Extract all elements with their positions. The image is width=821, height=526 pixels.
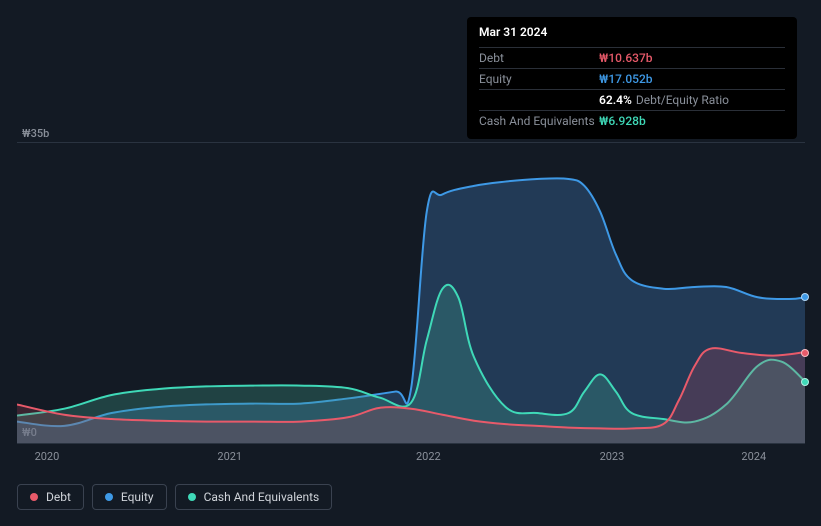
- tooltip-row-value: ₩10.637b: [599, 51, 653, 65]
- tooltip-ratio-pct: 62.4%: [599, 93, 632, 107]
- legend-label: Cash And Equivalents: [204, 490, 320, 504]
- chart-tooltip: Mar 31 2024 Debt₩10.637bEquity₩17.052b62…: [467, 17, 797, 139]
- chart-svg: [17, 143, 805, 443]
- chart-area: [17, 142, 805, 444]
- legend-dot: [188, 493, 196, 501]
- x-axis-label: 2023: [600, 450, 625, 463]
- legend-dot: [105, 493, 113, 501]
- cash-end-dot: [801, 378, 809, 386]
- debt-end-dot: [801, 349, 809, 357]
- legend-item-cash-and-equivalents[interactable]: Cash And Equivalents: [175, 484, 333, 510]
- tooltip-row-value: ₩17.052b: [599, 72, 653, 86]
- tooltip-row-label: [479, 93, 599, 107]
- x-axis-label: 2024: [741, 450, 766, 463]
- tooltip-date: Mar 31 2024: [479, 25, 785, 43]
- y-axis-max-label: ₩35b: [22, 127, 49, 140]
- equity-end-dot: [801, 293, 809, 301]
- legend: Debt Equity Cash And Equivalents: [17, 484, 332, 510]
- tooltip-row-label: Debt: [479, 51, 599, 65]
- x-axis: 2020 2021 2022 2023 2024: [17, 450, 805, 470]
- tooltip-row: Cash And Equivalents₩6.928b: [479, 110, 785, 131]
- tooltip-ratio-label: Debt/Equity Ratio: [636, 93, 729, 107]
- legend-dot: [30, 493, 38, 501]
- tooltip-row: Equity₩17.052b: [479, 68, 785, 89]
- tooltip-row-label: Equity: [479, 72, 599, 86]
- legend-item-debt[interactable]: Debt: [17, 484, 84, 510]
- tooltip-row-value: ₩6.928b: [599, 114, 646, 128]
- x-axis-label: 2021: [217, 450, 242, 463]
- tooltip-row: 62.4% Debt/Equity Ratio: [479, 89, 785, 110]
- tooltip-row: Debt₩10.637b: [479, 47, 785, 68]
- legend-item-equity[interactable]: Equity: [92, 484, 167, 510]
- legend-label: Debt: [46, 490, 71, 504]
- legend-label: Equity: [121, 490, 154, 504]
- tooltip-row-label: Cash And Equivalents: [479, 114, 599, 128]
- x-axis-label: 2020: [35, 450, 60, 463]
- x-axis-label: 2022: [416, 450, 441, 463]
